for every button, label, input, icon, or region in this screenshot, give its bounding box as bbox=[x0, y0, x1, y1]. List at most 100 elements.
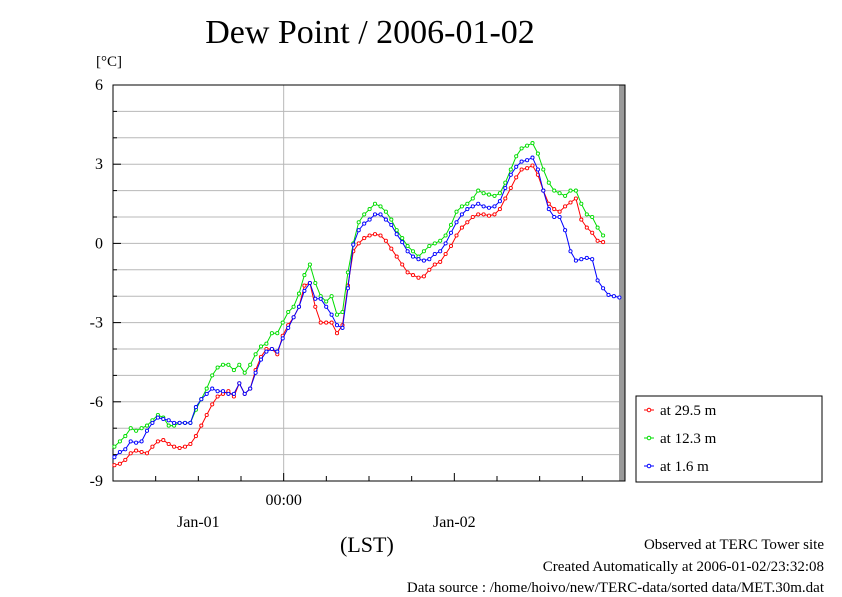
data-point-series-0 bbox=[193, 434, 198, 439]
data-point-series-2 bbox=[318, 296, 323, 301]
data-point-series-1 bbox=[481, 191, 486, 196]
y-tick-label: 0 bbox=[95, 235, 103, 252]
data-point-series-1 bbox=[291, 304, 296, 309]
data-point-series-0 bbox=[465, 220, 470, 225]
data-point-series-1 bbox=[253, 352, 258, 357]
data-point-series-2 bbox=[416, 257, 421, 262]
data-point-series-1 bbox=[465, 201, 470, 206]
data-point-series-2 bbox=[210, 386, 215, 391]
data-point-series-2 bbox=[383, 217, 388, 222]
data-point-series-2 bbox=[329, 312, 334, 317]
data-point-series-0 bbox=[503, 196, 508, 201]
data-point-series-0 bbox=[584, 225, 589, 230]
data-point-series-2 bbox=[372, 212, 378, 217]
data-point-series-1 bbox=[443, 233, 448, 238]
data-point-series-1 bbox=[367, 207, 372, 212]
data-point-series-2 bbox=[443, 241, 448, 246]
data-point-series-2 bbox=[313, 296, 318, 301]
data-point-series-1 bbox=[372, 201, 378, 206]
data-point-series-2 bbox=[367, 217, 372, 222]
data-point-series-1 bbox=[280, 320, 285, 325]
y-axis-unit-label: [°C] bbox=[96, 54, 122, 70]
data-point-series-2 bbox=[280, 336, 285, 341]
data-point-series-1 bbox=[329, 294, 334, 299]
data-point-series-1 bbox=[470, 196, 475, 201]
data-point-series-0 bbox=[563, 204, 568, 209]
data-point-series-1 bbox=[226, 362, 231, 367]
x-tick-label: Jan-02 bbox=[433, 514, 476, 531]
data-point-series-2 bbox=[177, 420, 182, 425]
data-point-series-0 bbox=[519, 167, 524, 172]
data-point-series-2 bbox=[112, 455, 117, 460]
data-point-series-2 bbox=[486, 205, 492, 210]
data-point-series-0 bbox=[329, 320, 334, 325]
data-point-series-1 bbox=[405, 243, 410, 249]
data-point-series-1 bbox=[519, 146, 524, 151]
data-point-series-2 bbox=[438, 249, 443, 254]
data-point-series-0 bbox=[394, 254, 399, 259]
data-point-series-1 bbox=[557, 191, 562, 196]
data-point-series-0 bbox=[595, 238, 600, 243]
data-point-series-2 bbox=[389, 222, 394, 227]
data-point-series-2 bbox=[465, 207, 470, 212]
data-point-series-2 bbox=[563, 228, 568, 233]
data-point-series-0 bbox=[302, 283, 307, 288]
legend-label: at 1.6 m bbox=[660, 459, 709, 475]
data-point-series-0 bbox=[525, 166, 530, 171]
data-point-series-0 bbox=[334, 331, 340, 336]
data-point-series-1 bbox=[459, 204, 464, 209]
footer-created-timestamp: Created Automatically at 2006-01-02/23:3… bbox=[542, 559, 824, 575]
data-point-series-2 bbox=[568, 249, 573, 254]
data-point-series-2 bbox=[215, 389, 220, 394]
data-point-series-1 bbox=[258, 344, 264, 349]
data-point-series-0 bbox=[172, 444, 177, 449]
data-point-series-1 bbox=[601, 233, 606, 238]
data-point-series-2 bbox=[275, 349, 280, 354]
data-point-series-0 bbox=[492, 212, 497, 217]
data-point-series-2 bbox=[237, 381, 242, 386]
data-point-series-2 bbox=[405, 249, 410, 254]
data-point-series-1 bbox=[497, 191, 502, 196]
data-point-series-1 bbox=[112, 444, 117, 449]
data-point-series-2 bbox=[188, 420, 193, 425]
data-point-series-1 bbox=[296, 291, 302, 296]
y-tick-label: 6 bbox=[95, 77, 103, 94]
data-point-series-0 bbox=[432, 262, 437, 267]
data-point-series-2 bbox=[161, 416, 166, 422]
data-point-series-0 bbox=[459, 225, 464, 230]
x-axis-unit-label: (LST) bbox=[340, 532, 394, 557]
data-point-series-2 bbox=[269, 346, 274, 352]
data-point-series-1 bbox=[356, 220, 361, 225]
data-point-series-2 bbox=[362, 221, 367, 226]
data-point-series-0 bbox=[161, 438, 166, 443]
data-point-series-1 bbox=[302, 273, 307, 278]
data-point-series-0 bbox=[324, 320, 329, 325]
data-point-series-1 bbox=[248, 362, 253, 367]
data-point-series-1 bbox=[139, 426, 144, 431]
data-point-series-1 bbox=[541, 167, 546, 172]
data-point-series-2 bbox=[302, 288, 307, 293]
data-point-series-2 bbox=[199, 397, 204, 402]
data-point-series-1 bbox=[237, 362, 242, 367]
data-point-series-0 bbox=[117, 461, 122, 466]
data-point-series-0 bbox=[497, 207, 502, 212]
data-point-series-0 bbox=[144, 451, 150, 456]
y-tick-label: 3 bbox=[95, 156, 103, 173]
data-point-series-2 bbox=[345, 286, 350, 291]
data-point-series-2 bbox=[611, 294, 616, 299]
data-point-series-1 bbox=[340, 309, 345, 315]
data-point-series-2 bbox=[264, 349, 269, 354]
data-point-series-0 bbox=[410, 273, 416, 278]
data-point-series-2 bbox=[606, 292, 611, 297]
data-point-series-0 bbox=[128, 451, 133, 456]
data-point-series-0 bbox=[139, 449, 144, 455]
legend-swatch-marker bbox=[646, 407, 652, 413]
data-point-series-2 bbox=[291, 315, 296, 320]
data-point-series-2 bbox=[150, 420, 155, 425]
y-tick-label: -9 bbox=[90, 473, 103, 490]
data-point-series-1 bbox=[492, 193, 497, 198]
data-point-series-1 bbox=[378, 204, 383, 209]
data-point-series-2 bbox=[226, 391, 231, 396]
data-point-series-0 bbox=[438, 259, 443, 264]
